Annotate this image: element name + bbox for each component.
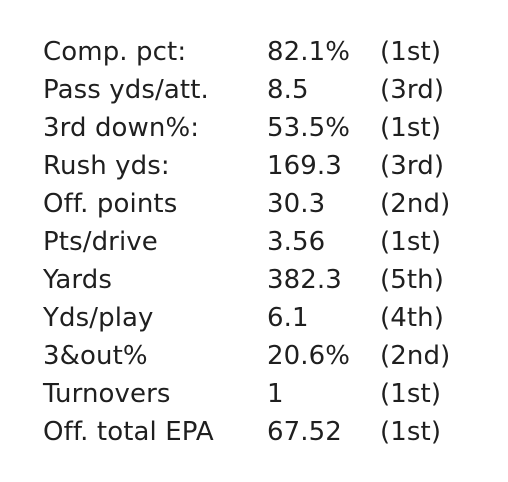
stat-rank: (4th): [380, 303, 445, 333]
stat-rank: (1st): [380, 379, 442, 409]
stat-rank: (2nd): [380, 341, 451, 371]
stat-label: Rush yds:: [43, 151, 170, 181]
stat-value: 169.3: [267, 151, 342, 181]
stat-rank: (1st): [380, 113, 442, 143]
stat-label: Yards: [43, 265, 113, 295]
stat-row-off-points: Off. points 30.3 (2nd): [43, 189, 460, 227]
stat-value: 20.6%: [267, 341, 351, 371]
stat-label: 3&out%: [43, 341, 148, 371]
stat-row-turnovers: Turnovers 1 (1st): [43, 379, 460, 417]
stat-rank: (5th): [380, 265, 445, 295]
stat-row-yards: Yards 382.3 (5th): [43, 265, 460, 303]
stats-table: Comp. pct: 82.1% (1st) Pass yds/att. 8.5…: [43, 37, 460, 455]
stat-row-3rd-down: 3rd down%: 53.5% (1st): [43, 113, 460, 151]
stat-row-3-and-out: 3&out% 20.6% (2nd): [43, 341, 460, 379]
stat-rank: (1st): [380, 417, 442, 447]
stat-value: 6.1: [267, 303, 309, 333]
stat-label: Turnovers: [43, 379, 171, 409]
stat-rank: (1st): [380, 227, 442, 257]
stat-label: 3rd down%:: [43, 113, 200, 143]
stat-row-pts-drive: Pts/drive 3.56 (1st): [43, 227, 460, 265]
stat-rank: (3rd): [380, 151, 445, 181]
stat-label: Yds/play: [43, 303, 154, 333]
stat-rank: (2nd): [380, 189, 451, 219]
stat-rank: (1st): [380, 37, 442, 67]
stat-label: Comp. pct:: [43, 37, 187, 67]
stat-value: 30.3: [267, 189, 326, 219]
stat-rank: (3rd): [380, 75, 445, 105]
stat-value: 8.5: [267, 75, 309, 105]
stat-value: 1: [267, 379, 284, 409]
stat-value: 67.52: [267, 417, 342, 447]
stat-value: 3.56: [267, 227, 326, 257]
stat-value: 82.1%: [267, 37, 351, 67]
stat-label: Off. points: [43, 189, 178, 219]
stat-row-rush-yds: Rush yds: 169.3 (3rd): [43, 151, 460, 189]
stat-value: 382.3: [267, 265, 342, 295]
stat-row-yds-play: Yds/play 6.1 (4th): [43, 303, 460, 341]
stat-row-off-total-epa: Off. total EPA 67.52 (1st): [43, 417, 460, 455]
stat-value: 53.5%: [267, 113, 351, 143]
stat-label: Pass yds/att.: [43, 75, 209, 105]
stat-label: Pts/drive: [43, 227, 158, 257]
stat-row-comp-pct: Comp. pct: 82.1% (1st): [43, 37, 460, 75]
stat-row-pass-yds-att: Pass yds/att. 8.5 (3rd): [43, 75, 460, 113]
stat-label: Off. total EPA: [43, 417, 214, 447]
